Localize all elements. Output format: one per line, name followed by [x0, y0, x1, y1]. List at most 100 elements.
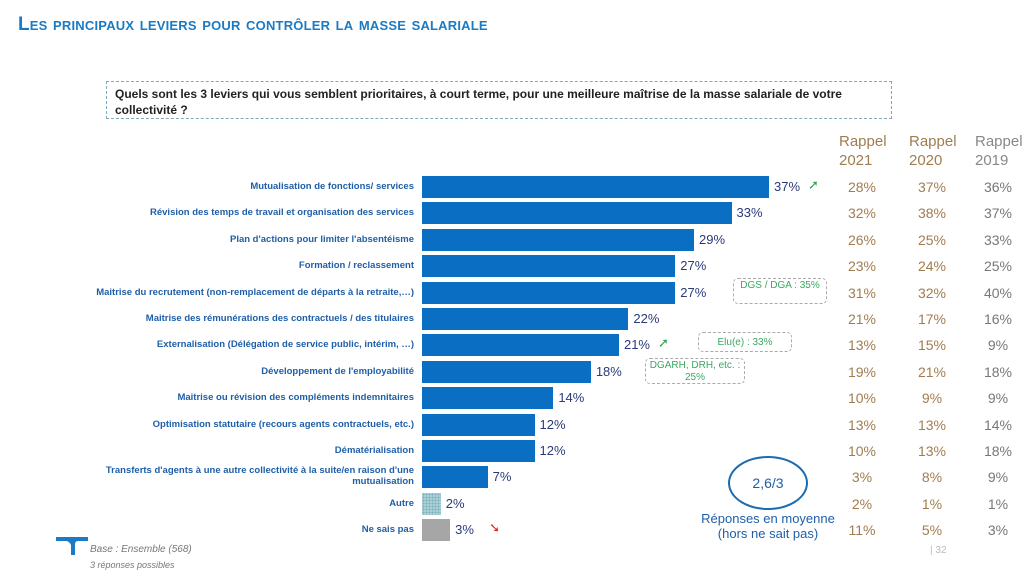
- rappel-value: 33%: [983, 231, 1013, 248]
- value-label: 3%: [455, 522, 474, 538]
- rappel-value: 10%: [847, 443, 877, 459]
- rappel-value: 36%: [983, 179, 1013, 195]
- value-label: 37%: [774, 179, 801, 194]
- rappel-value: 13%: [847, 337, 877, 354]
- rappel-value: 25%: [917, 231, 947, 248]
- rappel-value: 21%: [917, 363, 947, 380]
- rappel-value: 19%: [847, 363, 877, 380]
- bar: [422, 519, 451, 542]
- rappel-value: 17%: [917, 311, 947, 327]
- category-label: Maitrise du recrutement (non-remplacemen…: [96, 286, 414, 298]
- logo-icon: [56, 537, 88, 555]
- rappel-header: Rappel 2020: [909, 132, 957, 170]
- callout: DGARH, DRH, etc. : 25%: [645, 358, 745, 384]
- bar: [422, 492, 441, 515]
- value-label: 22%: [633, 311, 660, 326]
- rappel-value: 38%: [917, 205, 947, 222]
- value-label: 12%: [539, 443, 566, 458]
- bar: [422, 387, 554, 410]
- rappel-value: 40%: [983, 284, 1013, 301]
- value-label: 21%: [623, 337, 650, 353]
- average-circle: 2,6/3: [728, 456, 808, 510]
- value-label: 27%: [680, 258, 707, 274]
- category-label: Formation / reclassement: [298, 260, 414, 272]
- rappel-value: 13%: [917, 443, 947, 459]
- value-label: 14%: [558, 390, 585, 406]
- category-label: Dématérialisation: [334, 445, 414, 456]
- rappel-header-line: 2020: [909, 152, 943, 169]
- bar: [422, 413, 535, 436]
- rappel-value: 18%: [983, 363, 1013, 380]
- rappel-value: 11%: [848, 522, 876, 539]
- rappel-value: 9%: [987, 390, 1009, 407]
- rappel-value: 31%: [847, 284, 877, 301]
- slide-title: Les principaux leviers pour contrôler la…: [18, 14, 488, 35]
- rappel-value: 9%: [987, 337, 1009, 354]
- value-label: 7%: [492, 469, 512, 485]
- rappel-value: 37%: [983, 205, 1013, 222]
- value-label: 12%: [539, 416, 566, 432]
- rappel-value: 3%: [987, 522, 1009, 539]
- rappel-value: 5%: [921, 522, 943, 539]
- rappel-value: 32%: [917, 284, 947, 301]
- bar: [422, 281, 676, 304]
- rappel-value: 23%: [847, 258, 877, 275]
- rappel-value: 32%: [847, 205, 877, 222]
- rappel-value: 24%: [917, 258, 947, 275]
- value-label: 29%: [699, 231, 726, 247]
- rappel-value: 37%: [917, 179, 947, 195]
- rappel-value: 9%: [987, 469, 1009, 486]
- rappel-value: 10%: [847, 390, 877, 407]
- trend-up-arrow-icon: ➚: [808, 178, 819, 193]
- category-label: Autre: [389, 497, 414, 509]
- rappel-header-line: Rappel: [909, 133, 957, 150]
- rappel-header-line: Rappel: [975, 133, 1023, 150]
- rappel-value: 16%: [983, 311, 1013, 327]
- rappel-header-line: Rappel: [839, 133, 887, 150]
- rappel-value: 1%: [987, 495, 1009, 512]
- rappel-value: 21%: [847, 311, 877, 327]
- bar: [422, 334, 619, 357]
- bar: [422, 255, 676, 278]
- rappel-value: 14%: [983, 416, 1013, 433]
- footer-note: 3 réponses possibles: [90, 560, 175, 570]
- category-label: Ne sais pas: [361, 524, 414, 536]
- rappel-value: 3%: [851, 469, 873, 486]
- rappel-value: 1%: [921, 495, 943, 512]
- rappel-header: Rappel 2019: [975, 132, 1023, 170]
- rappel-header: Rappel 2021: [839, 132, 887, 170]
- bar: [422, 466, 488, 489]
- footer-base: Base : Ensemble (568): [90, 544, 192, 555]
- category-label: Maitrise des rémunérations des contractu…: [145, 313, 414, 324]
- value-label: 27%: [680, 284, 707, 300]
- category-label: Externalisation (Délégation de service p…: [156, 339, 414, 351]
- bar: [422, 308, 629, 330]
- value-label: 2%: [445, 495, 465, 511]
- category-label: Développement de l'employabilité: [261, 365, 414, 377]
- category-label: Transferts d'agents à une autre collecti…: [105, 465, 414, 488]
- question-box: Quels sont les 3 leviers qui vous semble…: [106, 81, 892, 119]
- rappel-value: 26%: [847, 231, 877, 248]
- rappel-value: 13%: [847, 416, 877, 433]
- rappel-value: 2%: [851, 495, 873, 512]
- rappel-value: 13%: [917, 416, 947, 433]
- bar: [422, 176, 770, 198]
- category-label: Maitrise ou révision des compléments ind…: [177, 392, 414, 404]
- category-label: Révision des temps de travail et organis…: [150, 207, 414, 219]
- rappel-header-line: 2019: [975, 152, 1009, 169]
- callout: DGS / DGA : 35%: [733, 278, 827, 304]
- category-label: Optimisation statutaire (recours agents …: [152, 418, 414, 430]
- rappel-header-line: 2021: [839, 152, 873, 169]
- rappel-value: 28%: [847, 179, 877, 195]
- bar: [422, 228, 695, 251]
- value-label: 18%: [595, 363, 622, 379]
- page-number: | 32: [930, 545, 947, 556]
- trend-down-arrow-icon: ➘: [489, 521, 501, 537]
- bar: [422, 440, 535, 462]
- rappel-value: 25%: [983, 258, 1013, 275]
- rappel-value: 8%: [921, 469, 943, 486]
- category-label: Plan d'actions pour limiter l'absentéism…: [229, 233, 414, 245]
- rappel-value: 15%: [917, 337, 947, 354]
- bar: [422, 360, 591, 383]
